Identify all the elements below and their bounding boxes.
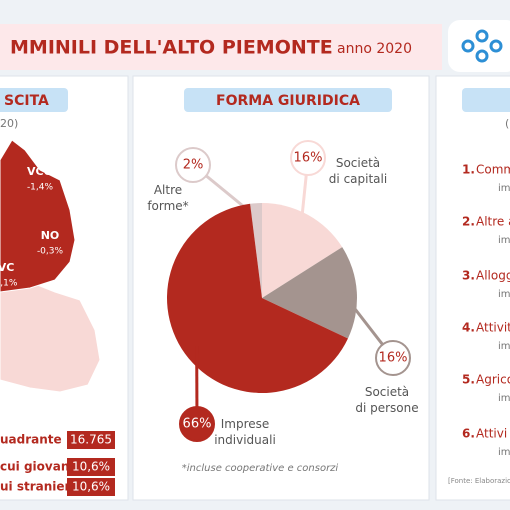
item-name: Altre a [476,215,510,229]
map-south [0,281,101,393]
item-sub: imp [498,289,510,300]
item-sub: im [498,447,510,458]
item-rank: 1. [462,163,475,177]
map-label: NO [41,229,60,242]
row-value: 10,6% [72,480,110,494]
section-pill [0,88,68,112]
value-bubble [375,340,411,376]
left-title: SCITA [4,93,49,109]
item-sub: imp [498,393,510,404]
header-bar [0,24,442,70]
value-bubble [179,406,215,442]
item-sub: im [498,341,510,352]
map-value: -1,4% [27,183,54,193]
item-name: Comm [476,163,510,177]
value-bubble [175,147,211,183]
row-box [67,478,115,496]
item-name: Allogg [476,269,510,283]
category-label: Società di capitali [329,156,387,186]
value-label: 66% [183,417,212,432]
value-label: 2% [183,158,204,173]
item-name: Attivit [476,321,510,335]
value-bubble [290,140,326,176]
category-label: Società di persone [355,385,418,415]
pie-slice [262,203,343,298]
source: [Fonte: Elaborazion [448,477,510,485]
row-label: cui giovanili [0,460,82,474]
item-rank: 5. [462,373,475,387]
map-north [0,139,76,293]
item-rank: 4. [462,321,475,335]
map-value: -0,3% [37,247,64,257]
item-rank: 2. [462,215,475,229]
map-value: 2,1% [0,279,18,289]
pie-slice [262,247,357,339]
value-label: 16% [294,151,323,166]
pie-slice [250,203,262,298]
item-rank: 6. [462,427,475,441]
logo [461,29,503,63]
item-name: Attivi [476,427,507,441]
row-value: 16.765 [70,433,112,447]
map-label: VC [0,261,14,274]
row-label: ui straniere [0,480,79,494]
chart-title: FORMA GIURIDICA [216,93,360,109]
header-title: MMINILI DELL'ALTO PIEMONTE [10,37,333,59]
logo-box [448,20,510,72]
item-sub: imp [498,183,510,194]
right-subtitle: ( [505,117,509,130]
header-subtitle: anno 2020 [337,41,412,57]
row-box [67,458,115,476]
category-label: Altre forme* [147,183,188,213]
row-value: 10,6% [72,460,110,474]
chart-note: *incluse cooperative e consorzi [182,463,339,474]
category-label: Imprese individuali [214,417,276,447]
right-panel [435,75,510,501]
section-pill [462,88,510,112]
item-rank: 3. [462,269,475,283]
item-name: Agrico [476,373,510,387]
section-pill [184,88,392,112]
value-label: 16% [379,351,408,366]
left-subtitle: 20) [0,117,18,130]
pie-slice [167,203,348,393]
map-label: VCO [27,165,53,178]
row-box [67,431,115,449]
item-sub: imp [498,235,510,246]
row-label: uadrante [0,433,62,447]
